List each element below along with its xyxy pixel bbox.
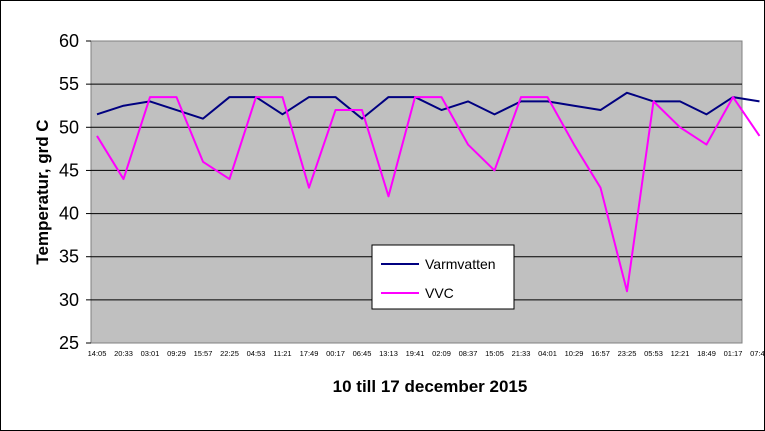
x-tick-label: 06:45	[353, 349, 372, 358]
x-tick-label: 17:49	[300, 349, 319, 358]
y-tick-label: 55	[59, 74, 79, 94]
x-tick-label: 01:17	[724, 349, 743, 358]
x-tick-label: 20:33	[114, 349, 133, 358]
x-tick-label: 04:53	[247, 349, 266, 358]
y-tick-label: 60	[59, 31, 79, 51]
series-line-vvc	[96, 96, 761, 293]
y-tick-label: 25	[59, 333, 79, 353]
y-tick-label: 30	[59, 290, 79, 310]
x-tick-labels: 14:05 20:33 03:01 09:29 15:57 22:25 04:53 11:21…	[88, 349, 765, 358]
x-tick-label: 18:49	[697, 349, 716, 358]
x-tick-label: 09:29	[167, 349, 186, 358]
legend-label-varmvatten: Varmvatten	[425, 256, 496, 272]
x-tick-label: 14:05	[88, 349, 107, 358]
y-tick-label: 40	[59, 204, 79, 224]
x-tick-label: 13:13	[379, 349, 398, 358]
legend-box	[371, 244, 515, 310]
x-tick-label: 11:21	[273, 349, 291, 358]
x-tick-label: 19:41	[406, 349, 425, 358]
x-tick-label: 16:57	[591, 349, 610, 358]
x-tick-label: 15:05	[485, 349, 504, 358]
series-line-varmvatten	[96, 91, 760, 120]
x-tick-label: 04:01	[538, 349, 557, 358]
x-tick-label: 00:17	[326, 349, 345, 358]
x-tick-label: 05:53	[644, 349, 663, 358]
legend-label-vvc: VVC	[425, 285, 454, 301]
x-tick-label: 10:29	[565, 349, 584, 358]
legend: Varmvatten VVC	[371, 244, 515, 310]
x-tick-label: 21:33	[512, 349, 531, 358]
x-tick-label: 02:09	[432, 349, 451, 358]
y-axis-title: Temperatur, grd C	[33, 119, 52, 264]
x-tick-label: 15:57	[194, 349, 213, 358]
x-axis-title: 10 till 17 december 2015	[333, 377, 528, 396]
x-tick-label: 12:21	[671, 349, 690, 358]
x-tick-label: 08:37	[459, 349, 478, 358]
y-tick-label: 45	[59, 160, 79, 180]
series-lines	[96, 91, 761, 293]
x-tick-label: 23:25	[618, 349, 637, 358]
y-tick-label: 50	[59, 117, 79, 137]
x-tick-label: 07:45	[750, 349, 765, 358]
y-tick-labels: 25 30 35 40 45 50 55 60	[59, 31, 91, 353]
x-tick-label: 03:01	[141, 349, 160, 358]
y-tick-label: 35	[59, 247, 79, 267]
x-tick-label: 22:25	[220, 349, 239, 358]
